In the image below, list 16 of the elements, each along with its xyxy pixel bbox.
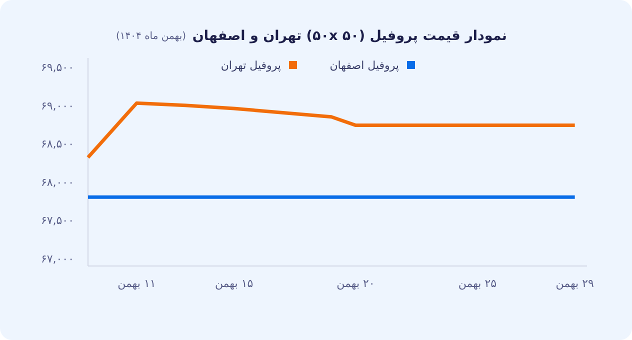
y-tick-label: ۶۷,۵۰۰ bbox=[40, 214, 74, 228]
legend-label: پروفیل تهران bbox=[220, 59, 281, 72]
y-tick-label: ۶۷,۰۰۰ bbox=[40, 252, 74, 266]
x-tick-label: ۲۹ بهمن bbox=[556, 277, 594, 290]
y-tick-label: ۶۸,۵۰۰ bbox=[40, 138, 74, 151]
y-tick-label: ۶۸,۰۰۰ bbox=[40, 176, 74, 189]
x-tick-label: ۱۵ بهمن bbox=[214, 277, 254, 290]
chart-title: نمودار قیمت پروفیل (۵۰x ۵۰) تهران و اصفهان bbox=[192, 28, 507, 44]
chart-subtitle: (بهمن ماه ۱۴۰۴) bbox=[116, 31, 186, 42]
x-tick-label: ۲۰ بهمن bbox=[336, 277, 375, 290]
x-tick-label: ۱۱ بهمن bbox=[118, 277, 156, 290]
x-tick-label: ۲۵ بهمن bbox=[458, 277, 497, 290]
y-tick-label: ۶۹,۵۰۰ bbox=[40, 61, 74, 74]
y-tick-label: ۶۹,۰۰۰ bbox=[40, 99, 74, 112]
line-series bbox=[86, 101, 577, 160]
legend-label: پروفیل اصفهان bbox=[330, 59, 399, 72]
